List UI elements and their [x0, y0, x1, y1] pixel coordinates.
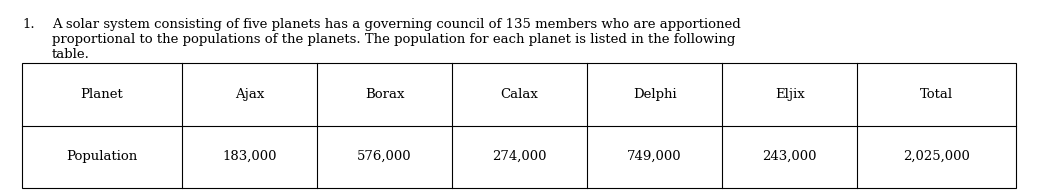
Text: 1.: 1.: [22, 18, 34, 31]
Text: table.: table.: [52, 48, 90, 61]
Text: 183,000: 183,000: [222, 150, 277, 163]
Text: 274,000: 274,000: [492, 150, 547, 163]
Text: Planet: Planet: [81, 88, 124, 101]
Text: Ajax: Ajax: [235, 88, 264, 101]
Text: Borax: Borax: [364, 88, 404, 101]
Text: 749,000: 749,000: [627, 150, 682, 163]
Text: Calax: Calax: [500, 88, 539, 101]
Text: proportional to the populations of the planets. The population for each planet i: proportional to the populations of the p…: [52, 33, 735, 46]
Text: Population: Population: [66, 150, 138, 163]
Text: 576,000: 576,000: [357, 150, 412, 163]
Text: Eljix: Eljix: [774, 88, 804, 101]
Bar: [22, 63, 1016, 188]
Text: Total: Total: [920, 88, 953, 101]
Text: Delphi: Delphi: [633, 88, 677, 101]
Text: 2,025,000: 2,025,000: [903, 150, 971, 163]
Text: 243,000: 243,000: [762, 150, 817, 163]
Text: A solar system consisting of five planets has a governing council of 135 members: A solar system consisting of five planet…: [52, 18, 741, 31]
